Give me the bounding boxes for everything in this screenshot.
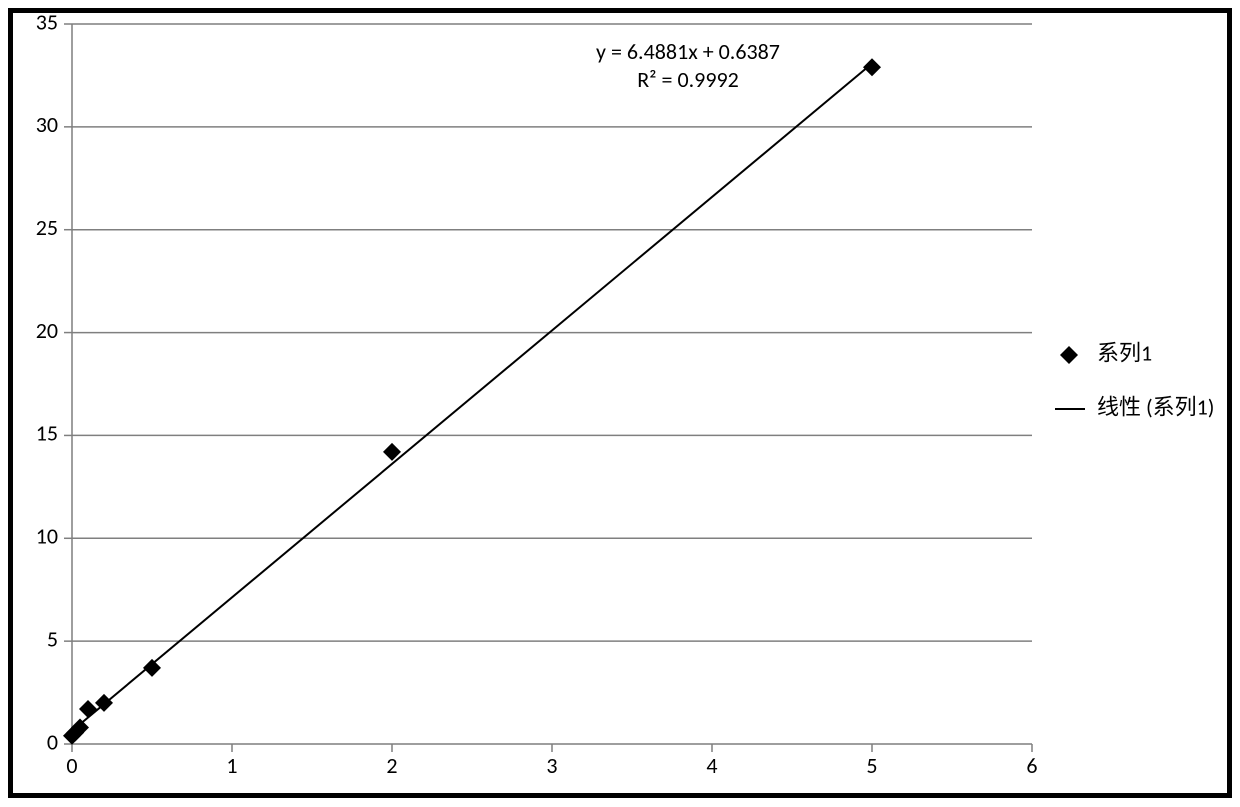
- chart-root: 0 5 10 15 20 25 30 35 0 1 2 3 4 5 6 y = 6.4881x + 0.638…: [0, 0, 1240, 807]
- x-tick-label: 2: [386, 752, 397, 779]
- x-tick-label: 6: [1026, 752, 1037, 779]
- equation-line1: y = 6.4881x + 0.6387: [596, 38, 780, 65]
- x-tick-label: 3: [546, 752, 557, 779]
- outer-frame: [11, 11, 1230, 796]
- x-tick-label: 5: [866, 752, 877, 779]
- x-tick-label: 1: [226, 752, 237, 779]
- equation-line2: R² = 0.9992: [637, 66, 739, 93]
- y-tick-label: 25: [36, 214, 58, 241]
- x-tick-label: 4: [706, 752, 717, 779]
- y-tick-label: 0: [47, 728, 58, 755]
- y-tick-label: 35: [36, 8, 58, 35]
- y-tick-label: 10: [36, 523, 58, 550]
- x-tick-label: 0: [66, 752, 77, 779]
- y-tick-label: 15: [36, 420, 58, 447]
- y-tick-label: 5: [47, 625, 58, 652]
- y-tick-label: 20: [36, 317, 58, 344]
- y-tick-label: 30: [36, 111, 58, 138]
- legend-label: 线性 (系列1): [1097, 393, 1214, 420]
- legend-label: 系列1: [1097, 339, 1152, 366]
